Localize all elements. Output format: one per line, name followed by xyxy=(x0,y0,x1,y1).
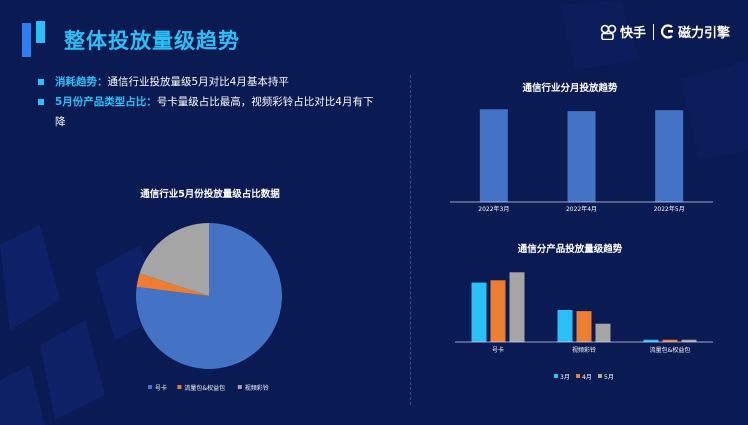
monthly-bar xyxy=(655,110,684,202)
cili-logo-icon xyxy=(660,24,673,39)
bullet-item: 5月份产品类型占比：号卡量级占比最高，视频彩铃占比对比4月有下降 xyxy=(34,92,375,132)
product-bar-chart: 号卡 视频彩铃 流量包&权益包 3月 4月 5月 xyxy=(455,272,713,381)
pie-chart-title: 通信行业5月份投放量级占比数据 xyxy=(140,189,280,200)
product-chart-title: 通信分产品投放量级趋势 xyxy=(517,244,623,255)
product-bar xyxy=(471,282,487,342)
bullet-text: 通信行业投放量级5月对比4月基本持平 xyxy=(107,76,289,88)
bullet-text: 号卡量级占比最高，视频彩铃占比对比4月有下降 xyxy=(55,96,374,128)
title-bars-icon xyxy=(22,21,45,57)
bullet-square-icon xyxy=(38,99,44,105)
bullet-label: 5月份产品类型占比： xyxy=(55,96,157,108)
x-tick-label: 2022年5月 xyxy=(654,205,685,213)
legend-label: 3月 xyxy=(560,374,570,381)
bullet-label: 消耗趋势： xyxy=(55,76,108,88)
legend-swatch xyxy=(148,385,152,389)
kuaishou-logo-icon xyxy=(600,24,617,40)
x-tick-label: 流量包&权益包 xyxy=(650,346,691,354)
monthly-bar xyxy=(479,109,508,202)
x-tick-label: 2022年3月 xyxy=(478,205,509,213)
bullet-list: 消耗趋势：通信行业投放量级5月对比4月基本持平 5月份产品类型占比：号卡量级占比… xyxy=(34,72,384,132)
legend-label: 号卡 xyxy=(155,384,167,392)
x-tick-label: 视频彩铃 xyxy=(572,346,596,354)
monthly-chart-title: 通信行业分月投放趋势 xyxy=(522,83,618,94)
brand-kuaishou: 快手 xyxy=(619,26,646,41)
product-bar xyxy=(643,339,659,342)
brand-separator xyxy=(652,23,654,40)
product-bar xyxy=(557,310,573,342)
product-bar xyxy=(595,323,611,342)
product-bar xyxy=(662,339,678,342)
monthly-bar-chart: 2022年3月 2022年4月 2022年5月 xyxy=(450,109,713,213)
product-bar xyxy=(490,280,506,342)
legend-label: 4月 xyxy=(582,374,592,381)
pie-chart: 号卡 流量包&权益包 视频彩铃 xyxy=(136,223,282,392)
vertical-divider xyxy=(410,75,411,405)
brand-logos: 快手 磁力引擎 xyxy=(600,22,730,41)
product-bar xyxy=(681,339,697,342)
bullet-item: 消耗趋势：通信行业投放量级5月对比4月基本持平 xyxy=(34,72,384,92)
legend-swatch xyxy=(576,374,580,378)
legend-label: 5月 xyxy=(604,374,614,381)
legend-swatch xyxy=(237,385,242,389)
bullet-square-icon xyxy=(38,79,44,85)
pie-slice xyxy=(136,273,209,296)
x-tick-label: 号卡 xyxy=(492,346,504,354)
legend-label: 流量包&权益包 xyxy=(184,384,225,392)
legend-swatch xyxy=(598,374,602,378)
legend-swatch xyxy=(177,385,182,389)
product-bar xyxy=(509,272,525,342)
monthly-bar xyxy=(567,111,596,202)
x-tick-label: 2022年4月 xyxy=(566,205,597,213)
legend-swatch xyxy=(554,374,558,378)
page-title: 整体投放量级趋势 xyxy=(64,29,240,53)
legend-label: 视频彩铃 xyxy=(245,384,269,392)
pie-slice xyxy=(139,223,209,296)
product-bar xyxy=(576,311,592,342)
brand-cili: 磁力引擎 xyxy=(677,26,730,41)
